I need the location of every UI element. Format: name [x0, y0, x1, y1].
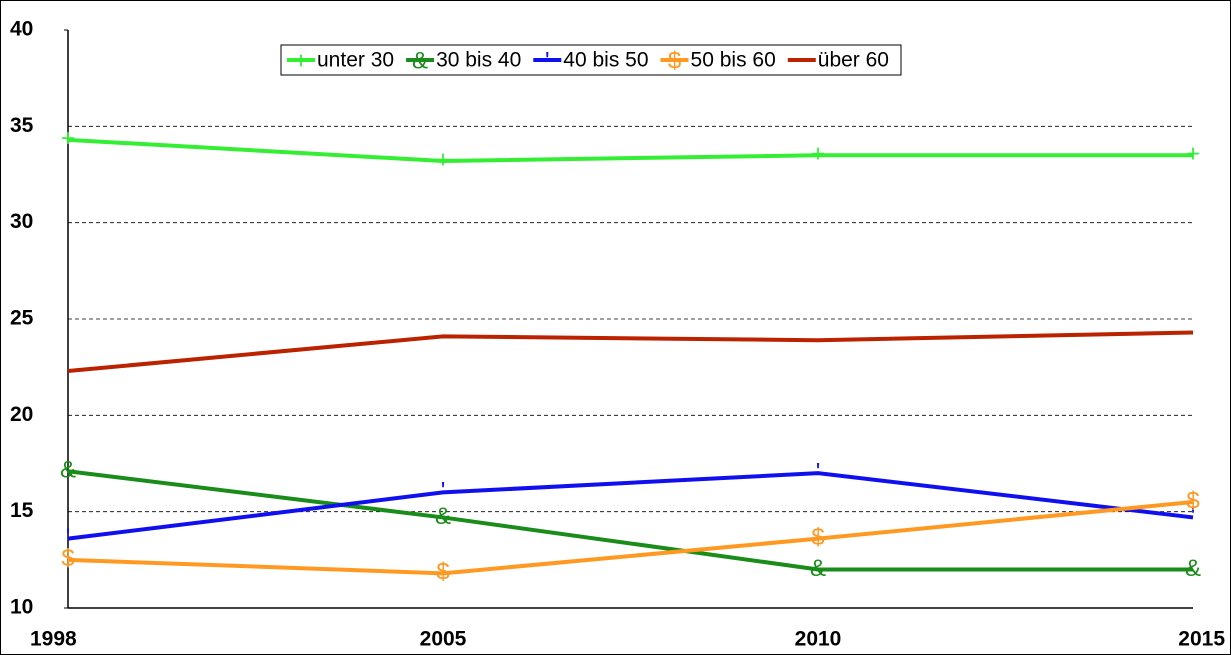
series-line [67, 330, 1194, 374]
y-tick-label: 10 [10, 596, 33, 619]
legend-label: über 60 [818, 49, 889, 72]
point-marker: $ [1186, 487, 1199, 514]
point-marker: $ [61, 545, 74, 572]
legend-label: 30 bis 40 [436, 49, 521, 72]
series-line [67, 137, 1193, 164]
x-tick-label: 1998 [30, 628, 77, 651]
point-marker: & [810, 555, 826, 582]
legend-label: 40 bis 50 [563, 49, 648, 72]
point-marker: + [61, 125, 75, 152]
point-marker: ' [1191, 503, 1196, 530]
point-marker: & [60, 457, 76, 484]
x-tick-label: 2010 [795, 628, 842, 651]
legend-label: 50 bis 60 [691, 49, 776, 72]
point-marker: $ [436, 559, 449, 586]
y-tick-label: 30 [10, 210, 33, 233]
point-marker: ' [816, 458, 821, 485]
x-tick-label: 2015 [1178, 628, 1225, 651]
y-tick-label: 20 [10, 403, 33, 426]
point-marker: + [436, 146, 450, 173]
y-tick-label: 35 [10, 114, 34, 137]
point-marker: ' [441, 478, 446, 505]
series-line [67, 469, 1193, 572]
legend-marker: + [294, 47, 308, 74]
legend-marker: & [412, 47, 428, 74]
point-marker: + [811, 141, 825, 168]
point-marker: + [1186, 141, 1200, 168]
series-line [67, 500, 1194, 576]
legend-marker: ' [545, 47, 550, 74]
y-tick-label: 40 [10, 18, 33, 41]
point-marker: & [435, 503, 451, 530]
point-marker: & [1185, 555, 1201, 582]
legend: + unter 30 & 30 bis 40 ' 40 bis 50 $50 bis 60 ü… [280, 44, 902, 76]
y-tick-label: 25 [10, 307, 34, 330]
legend-label: unter 30 [317, 49, 394, 72]
point-marker: $ [811, 524, 824, 551]
y-tick-label: 15 [10, 499, 34, 522]
point-marker: ' [66, 524, 71, 551]
series-line [67, 471, 1194, 541]
x-tick-label: 2005 [420, 628, 467, 651]
legend-marker: $ [668, 47, 681, 74]
